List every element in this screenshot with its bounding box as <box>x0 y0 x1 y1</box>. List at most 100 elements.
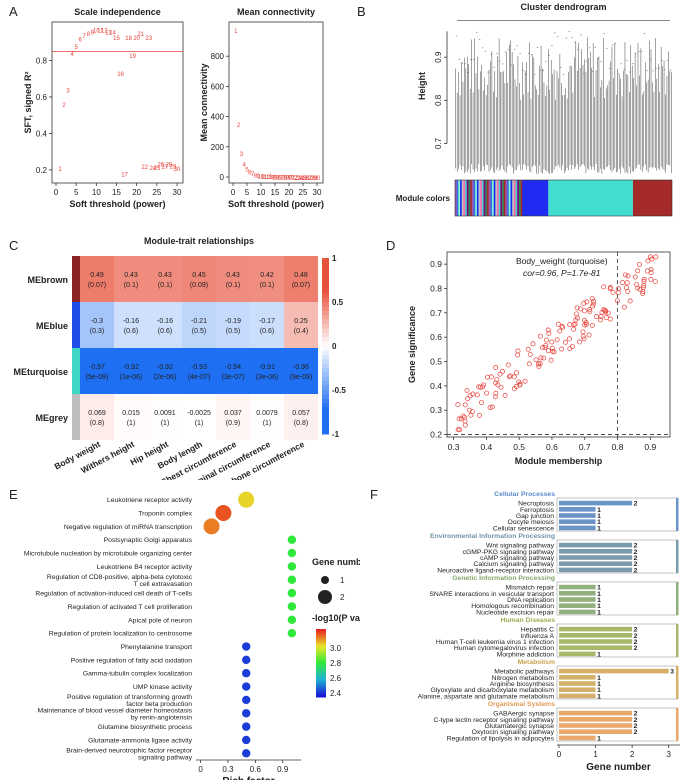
module-color-stripe <box>466 180 469 216</box>
pathway-label: Homologous recombination <box>471 603 554 610</box>
module-color-stripe <box>500 180 503 216</box>
pathway-count: 2 <box>634 561 638 568</box>
x-tick-label: 25 <box>152 188 161 197</box>
color-legend-step <box>316 638 326 641</box>
term-label: Postsynaptic Golgi apparatus <box>104 537 193 544</box>
legend-gradient-step <box>322 266 329 272</box>
module-color-stripe <box>463 180 466 216</box>
row-label: MEbrown <box>28 275 69 285</box>
color-legend-step <box>316 678 326 682</box>
power-point: 15 <box>272 175 279 181</box>
gene-point <box>580 333 586 339</box>
y-tick-label: 0.6 <box>430 332 442 342</box>
term-label: signaling pathway <box>138 754 193 761</box>
row-label: MEgrey <box>35 413 68 423</box>
module-trait-heatmap: Module-trait relationships MEbrown 0.49 (0.… <box>13 236 346 480</box>
term-bubble <box>287 602 297 611</box>
power-point: 30 <box>314 176 321 182</box>
pathway-label: Hepatitis C <box>521 627 554 634</box>
cell-correlation: -0.97 <box>89 364 105 371</box>
legend-gradient-step <box>322 403 329 409</box>
legend-gradient-step <box>322 420 329 426</box>
gene-point <box>462 422 468 428</box>
gene-point <box>581 308 587 314</box>
legend-gradient-step <box>322 271 329 277</box>
pathway-count: 2 <box>634 645 638 652</box>
x-tick-label: 0.7 <box>579 442 591 452</box>
gene-point <box>494 377 500 383</box>
plot-frame <box>228 21 324 184</box>
x-tick-label: 0.8 <box>612 442 624 452</box>
color-legend-title: -log10(P value) <box>312 613 360 623</box>
pathway-bar <box>559 525 596 531</box>
pathway-count: 1 <box>597 585 601 592</box>
power-point: 1 <box>234 29 238 35</box>
gene-point <box>541 355 547 361</box>
legend-gradient-step <box>322 328 329 334</box>
gene-point <box>573 311 579 317</box>
gene-point <box>567 346 573 352</box>
legend-gradient-step <box>322 376 329 382</box>
cell-correlation: 0.48 <box>294 272 308 279</box>
pathway-bar <box>559 651 596 657</box>
power-point: 14 <box>109 30 116 36</box>
pathway-bar <box>559 542 633 548</box>
group-title: Human Diseases <box>501 617 556 624</box>
cell-correlation: 0.43 <box>158 272 172 279</box>
x-tick-label: 5 <box>74 188 79 197</box>
color-legend-step <box>316 667 326 671</box>
legend-gradient-step <box>322 359 329 365</box>
module-bar-frame <box>454 179 673 217</box>
color-legend-step <box>316 694 326 698</box>
pathway-bar <box>559 668 669 674</box>
color-legend-step <box>316 642 326 646</box>
gene-point <box>500 368 505 374</box>
legend-gradient-step <box>322 372 329 378</box>
power-point: 15 <box>113 36 120 42</box>
gene-point <box>634 281 640 287</box>
heatmap-cell <box>216 256 250 302</box>
term-label: Glutamate-ammonia ligase activity <box>88 737 192 744</box>
gene-point <box>625 289 631 295</box>
gene-point <box>549 345 555 351</box>
pathway-label: C-type lectin receptor signaling pathway <box>433 717 554 724</box>
pathway-label: Mismatch repair <box>506 585 555 592</box>
chart-title: Mean connectivity <box>237 7 315 17</box>
heatmap-cell <box>216 348 250 394</box>
panel-label-c: C <box>9 238 19 253</box>
pathway-label: Human cytomegalovirus infection <box>454 645 554 652</box>
legend-gradient-step <box>322 385 329 391</box>
module-color-stripe <box>508 180 511 216</box>
cell-correlation: -0.3 <box>91 318 103 325</box>
cell-correlation: 0.0091 <box>154 410 176 417</box>
pathway-label: Cellular senescence <box>493 525 554 532</box>
power-point: 7 <box>251 172 255 178</box>
size-legend-small <box>321 576 329 584</box>
y-tick-label: 400 <box>211 113 225 122</box>
gene-point <box>515 348 521 354</box>
cell-correlation: -0.21 <box>191 318 207 325</box>
group-title: Metabolism <box>518 659 555 666</box>
module-color-stripe <box>498 180 501 216</box>
gene-point <box>560 324 566 330</box>
power-point: 26 <box>158 163 165 169</box>
y-tick-label: 0.8 <box>36 56 48 65</box>
color-legend-step <box>316 635 326 639</box>
gene-point <box>517 382 523 388</box>
pathway-bar <box>559 687 596 692</box>
module-color-stripe <box>485 180 488 216</box>
module-color-stripe <box>515 180 518 216</box>
pathway-bar <box>559 675 596 680</box>
pathway-bar <box>559 633 633 638</box>
gene-point <box>538 355 544 361</box>
heatmap-cell <box>80 302 114 348</box>
gene-point <box>455 402 461 408</box>
module-color-stripe <box>493 180 496 216</box>
gene-point <box>506 374 512 380</box>
gene-point <box>487 405 493 410</box>
cell-correlation: -0.16 <box>123 318 139 325</box>
term-bubble <box>242 749 251 758</box>
cell-correlation: 0.25 <box>294 318 308 325</box>
pathway-bar <box>559 729 633 734</box>
